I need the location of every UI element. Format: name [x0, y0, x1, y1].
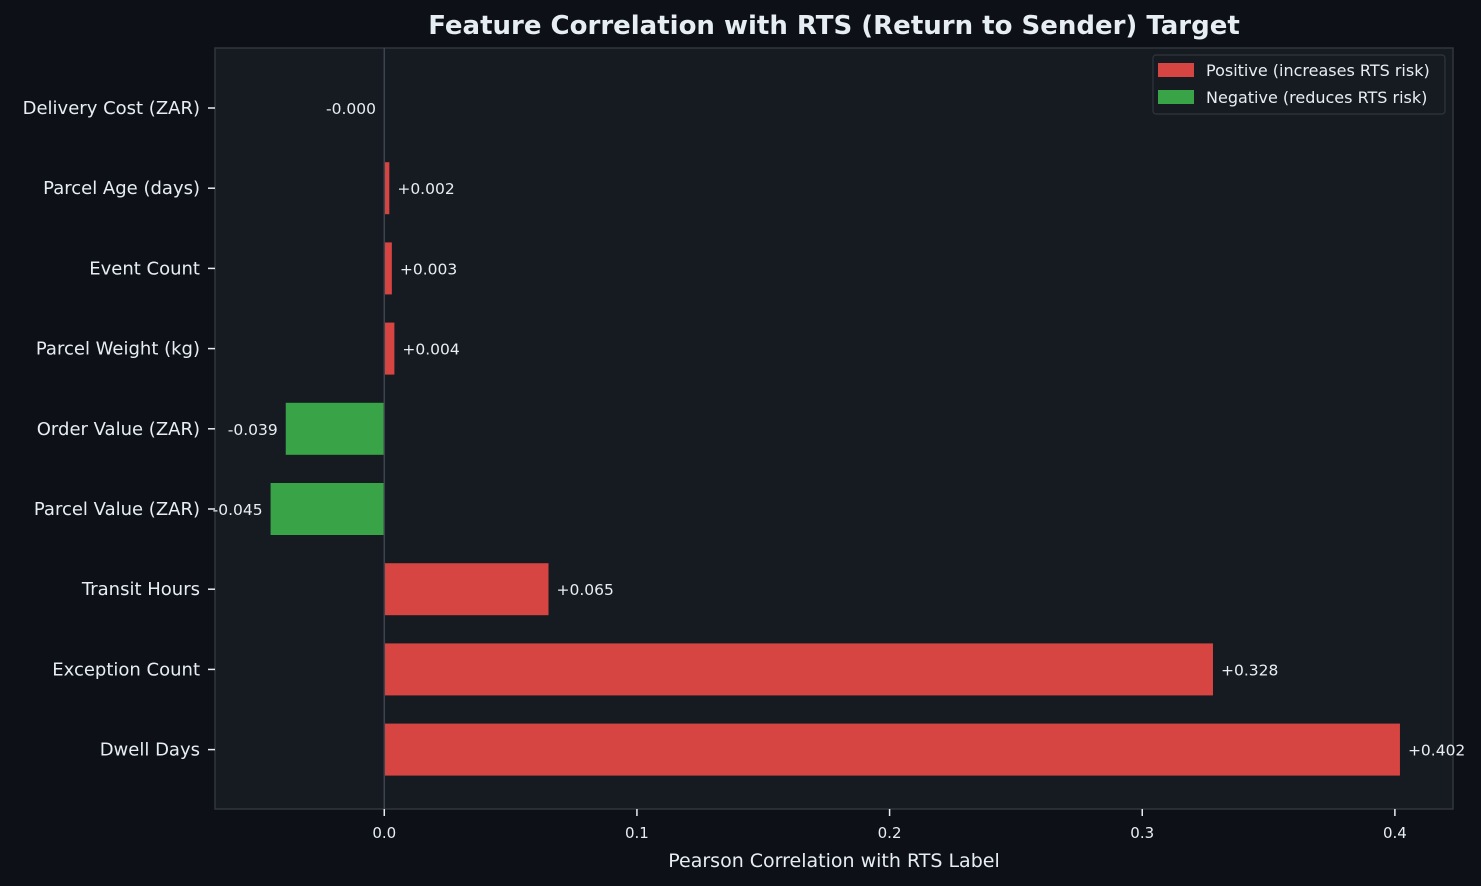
bar-exception-count	[384, 643, 1213, 696]
bar-event-count	[384, 242, 392, 295]
value-label-parcel-weight-kg: +0.004	[402, 341, 459, 359]
bar-dwell-days	[384, 723, 1400, 776]
x-tick-label: 0.0	[372, 824, 396, 842]
y-tick-label-event-count: Event Count	[89, 258, 200, 279]
value-label-exception-count: +0.328	[1221, 661, 1278, 679]
x-axis-label: Pearson Correlation with RTS Label	[668, 850, 999, 872]
y-tick-label-dwell-days: Dwell Days	[100, 740, 200, 761]
legend: Positive (increases RTS risk) Negative (…	[1152, 54, 1446, 115]
y-axis: Delivery Cost (ZAR) Parcel Age (days) Even…	[23, 98, 215, 761]
value-label-event-count: +0.003	[400, 260, 457, 278]
x-tick-label: 0.3	[1130, 824, 1154, 842]
bar-parcel-weight-kg	[384, 322, 395, 375]
y-tick-label-parcel-weight-kg: Parcel Weight (kg)	[36, 339, 200, 360]
legend-swatch-negative	[1158, 90, 1194, 104]
value-label-parcel-age-days: +0.002	[397, 180, 454, 198]
y-tick-label-delivery-cost-zar: Delivery Cost (ZAR)	[23, 98, 200, 119]
value-label-order-value-zar: -0.039	[228, 421, 278, 439]
y-tick-label-parcel-value-zar: Parcel Value (ZAR)	[34, 499, 200, 520]
x-axis: 0.0 0.1 0.2 0.3 0.4	[372, 809, 1407, 842]
y-tick-label-transit-hours: Transit Hours	[81, 579, 200, 600]
y-tick-label-parcel-age-days: Parcel Age (days)	[43, 178, 200, 199]
legend-label-negative: Negative (reduces RTS risk)	[1206, 88, 1427, 107]
chart-title: Feature Correlation with RTS (Return to …	[428, 11, 1240, 41]
legend-swatch-positive	[1158, 63, 1194, 77]
bar-parcel-value-zar	[270, 483, 385, 535]
value-label-parcel-value-zar: -0.045	[213, 501, 263, 519]
legend-label-positive: Positive (increases RTS risk)	[1206, 61, 1430, 80]
value-label-delivery-cost-zar: -0.000	[326, 100, 376, 118]
bar-order-value-zar	[285, 402, 385, 455]
x-tick-label: 0.1	[625, 824, 649, 842]
bar-transit-hours	[384, 563, 549, 616]
value-label-transit-hours: +0.065	[557, 581, 614, 599]
y-tick-label-order-value-zar: Order Value (ZAR)	[37, 419, 200, 440]
bars-group	[270, 82, 1400, 776]
legend-box	[1152, 54, 1446, 115]
x-tick-label: 0.2	[878, 824, 902, 842]
x-tick-label: 0.4	[1383, 824, 1407, 842]
bar-parcel-age-days	[384, 162, 390, 215]
y-tick-label-exception-count: Exception Count	[52, 659, 200, 680]
value-labels-group: -0.000 +0.002 +0.003 +0.004 -0.039 -0.045 +0.0…	[213, 100, 1466, 760]
value-label-dwell-days: +0.402	[1408, 742, 1465, 760]
